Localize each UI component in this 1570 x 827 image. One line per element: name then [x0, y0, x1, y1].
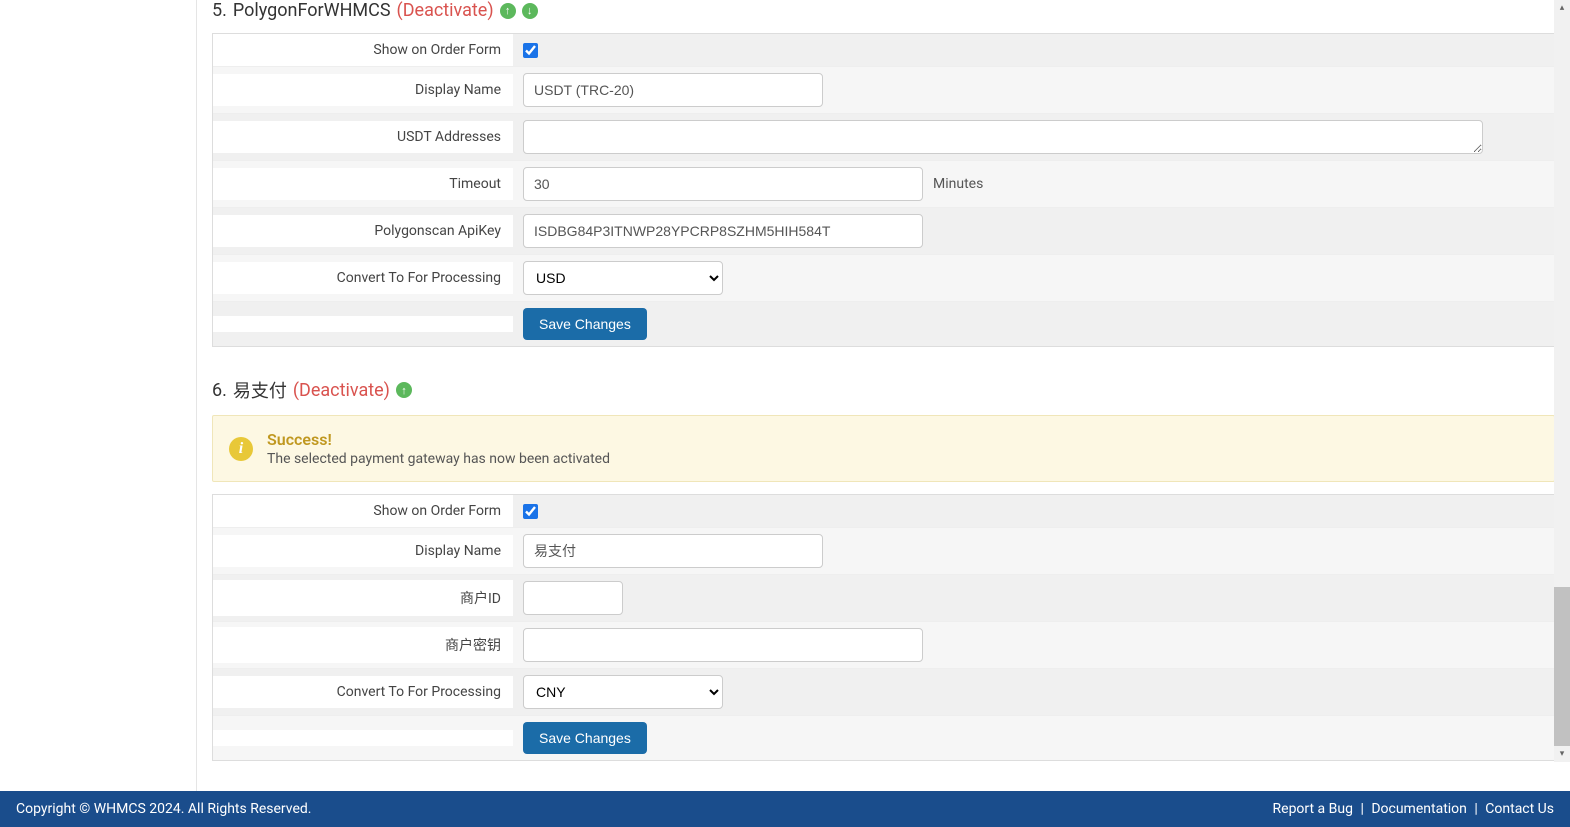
usdt-addresses-label: USDT Addresses — [213, 121, 513, 153]
usdt-addresses-textarea[interactable] — [523, 120, 1483, 154]
scroll-down-icon[interactable]: ▾ — [1554, 746, 1570, 762]
scrollbar-track[interactable]: ▴ ▾ — [1554, 0, 1570, 762]
convert-select[interactable]: USD — [523, 261, 723, 295]
save-button[interactable]: Save Changes — [523, 308, 647, 340]
gateway-number: 6. — [212, 380, 227, 401]
convert-select[interactable]: CNY — [523, 675, 723, 709]
success-alert: i Success! The selected payment gateway … — [212, 415, 1555, 482]
gateway-name: 易支付 — [233, 377, 287, 403]
gateway-section-yipay: 6. 易支付 (Deactivate) ↑ i Success! The sel… — [212, 377, 1555, 761]
content-area: 5. PolygonForWHMCS (Deactivate) ↑ ↓ Show… — [197, 0, 1570, 791]
scroll-up-icon[interactable]: ▴ — [1554, 0, 1570, 16]
deactivate-link[interactable]: (Deactivate) — [293, 380, 390, 401]
gateway-name: PolygonForWHMCS — [233, 0, 391, 21]
move-up-icon[interactable]: ↑ — [396, 382, 412, 398]
merchant-id-label: 商户ID — [213, 580, 513, 616]
convert-label: Convert To For Processing — [213, 676, 513, 708]
footer-links: Report a Bug | Documentation | Contact U… — [1273, 801, 1554, 817]
merchant-key-label: 商户密钥 — [213, 627, 513, 663]
info-icon: i — [229, 437, 253, 461]
merchant-key-input[interactable] — [523, 628, 923, 662]
display-name-input[interactable] — [523, 534, 823, 568]
show-on-order-form-checkbox[interactable] — [523, 43, 538, 58]
show-on-order-form-checkbox[interactable] — [523, 504, 538, 519]
gateway-form-polygon: Show on Order Form Display Name USDT Add… — [212, 33, 1555, 347]
footer: Copyright © WHMCS 2024. All Rights Reser… — [0, 791, 1570, 827]
gateway-title: 5. PolygonForWHMCS (Deactivate) ↑ ↓ — [212, 0, 1555, 21]
display-name-label: Display Name — [213, 535, 513, 567]
merchant-id-input[interactable] — [523, 581, 623, 615]
report-bug-link[interactable]: Report a Bug — [1273, 801, 1353, 817]
display-name-input[interactable] — [523, 73, 823, 107]
timeout-input[interactable] — [523, 167, 923, 201]
alert-title: Success! — [267, 430, 610, 449]
display-name-label: Display Name — [213, 74, 513, 106]
timeout-label: Timeout — [213, 168, 513, 200]
save-button[interactable]: Save Changes — [523, 722, 647, 754]
apikey-input[interactable] — [523, 214, 923, 248]
scrollbar-thumb[interactable] — [1554, 587, 1570, 762]
move-up-icon[interactable]: ↑ — [500, 3, 516, 19]
gateway-number: 5. — [212, 0, 227, 21]
gateway-section-polygon: 5. PolygonForWHMCS (Deactivate) ↑ ↓ Show… — [212, 0, 1555, 347]
show-on-order-form-label: Show on Order Form — [213, 34, 513, 66]
convert-label: Convert To For Processing — [213, 262, 513, 294]
timeout-suffix: Minutes — [933, 176, 983, 192]
documentation-link[interactable]: Documentation — [1371, 801, 1467, 817]
deactivate-link[interactable]: (Deactivate) — [397, 0, 494, 21]
alert-message: The selected payment gateway has now bee… — [267, 451, 610, 467]
apikey-label: Polygonscan ApiKey — [213, 215, 513, 247]
show-on-order-form-label: Show on Order Form — [213, 495, 513, 527]
move-down-icon[interactable]: ↓ — [522, 3, 538, 19]
gateway-title: 6. 易支付 (Deactivate) ↑ — [212, 377, 1555, 403]
sidebar — [0, 0, 197, 791]
copyright-text: Copyright © WHMCS 2024. All Rights Reser… — [16, 801, 311, 817]
gateway-form-yipay: Show on Order Form Display Name 商户ID — [212, 494, 1555, 761]
contact-us-link[interactable]: Contact Us — [1485, 801, 1554, 817]
